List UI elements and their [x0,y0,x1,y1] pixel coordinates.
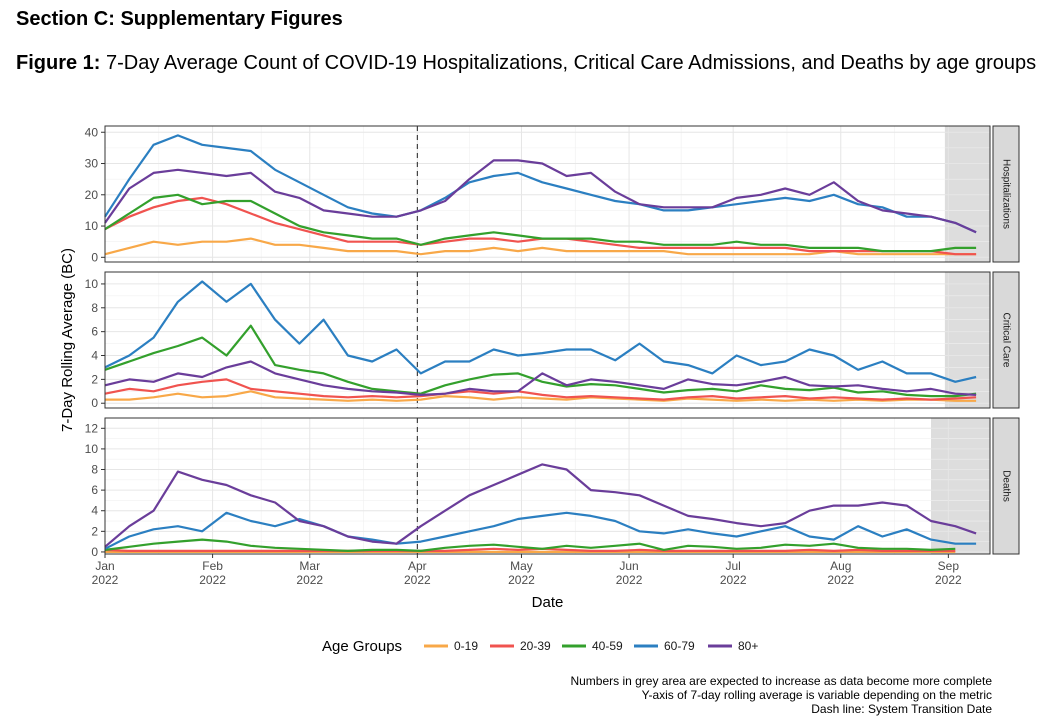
x-tick-label-month: Feb [202,559,223,573]
y-tick-label-deaths: 2 [91,524,98,538]
x-tick-label-month: Mar [299,559,320,573]
y-tick-label-hospitalizations: 20 [85,188,99,202]
legend-label-20-39: 20-39 [520,639,551,653]
x-tick-label-year: 2022 [404,573,431,587]
footnote-y-axis: Y-axis of 7-day rolling average is varia… [641,688,992,702]
x-tick-label-year: 2022 [199,573,226,587]
facet-strip-critical-care [992,271,1020,409]
x-tick-label-month: Sep [938,559,960,573]
facet-label-critical-care: Critical Care [1000,312,1011,367]
y-tick-label-critical-care: 4 [91,349,98,363]
x-tick-label-year: 2022 [827,573,854,587]
x-tick-label-year: 2022 [508,573,535,587]
facet-label-deaths: Deaths [1000,470,1011,502]
chart: 010203040Hospitalizations0246810Critical… [59,125,1020,655]
y-tick-label-hospitalizations: 0 [91,250,98,264]
y-tick-label-critical-care: 8 [91,301,98,315]
x-tick-label-month: May [510,559,533,573]
y-tick-label-critical-care: 6 [91,325,98,339]
y-tick-label-critical-care: 0 [91,396,98,410]
section-title: Section C: Supplementary Figures [16,8,343,30]
x-tick-label-year: 2022 [296,573,323,587]
legend-label-80plus: 80+ [738,639,758,653]
panel-border-hospitalizations [104,125,991,263]
y-tick-label-hospitalizations: 40 [85,125,99,139]
legend-label-0-19: 0-19 [454,639,478,653]
legend-label-60-79: 60-79 [664,639,695,653]
x-axis-title: Date [532,594,564,611]
series-line-hospitalizations-40-59 [104,193,977,253]
footnote-grey-area: Numbers in grey area are expected to inc… [570,674,992,688]
y-axis-title: 7-Day Rolling Average (BC) [59,248,76,432]
figure-caption: Figure 1: 7-Day Average Count of COVID-1… [16,50,1046,76]
x-tick-label-year: 2022 [720,573,747,587]
figure-label: Figure 1: [16,52,101,74]
panel-border-critical-care [104,271,991,409]
y-tick-label-deaths: 6 [91,483,98,497]
y-tick-label-critical-care: 10 [85,277,99,291]
series-line-deaths-40-59 [104,538,956,552]
series-line-critical-care-80plus [104,360,977,396]
series-line-deaths-60-79 [104,511,977,550]
facet-strip-hospitalizations [992,125,1020,263]
y-tick-label-deaths: 0 [91,545,98,559]
series-line-critical-care-20-39 [104,378,977,401]
legend-label-40-59: 40-59 [592,639,623,653]
panel-border-deaths [104,417,991,555]
x-tick-label-month: Jun [619,559,638,573]
series-line-critical-care-60-79 [104,280,977,383]
series-line-hospitalizations-60-79 [104,134,977,234]
x-tick-label-month: Apr [408,559,427,573]
figure-caption-text: 7-Day Average Count of COVID-19 Hospital… [106,52,1037,74]
x-tick-label-month: Aug [830,559,851,573]
y-tick-label-hospitalizations: 30 [85,157,99,171]
x-tick-label-year: 2022 [92,573,119,587]
y-tick-label-deaths: 10 [85,442,99,456]
series-line-deaths-20-39 [104,547,956,552]
footnotes: Numbers in grey area are expected to inc… [570,674,992,716]
facet-strip-deaths [992,417,1020,555]
x-tick-label-year: 2022 [616,573,643,587]
legend-title: Age Groups [322,638,402,655]
footnote-dash-line: Dash line: System Transition Date [811,702,992,716]
incomplete-data-area-hospitalizations [944,126,990,262]
series-line-critical-care-0-19 [105,390,977,402]
y-tick-label-deaths: 4 [91,504,98,518]
y-tick-label-deaths: 8 [91,463,98,477]
series-line-hospitalizations-80plus [104,159,977,234]
x-tick-label-month: Jan [95,559,114,573]
y-tick-label-critical-care: 2 [91,372,98,386]
series-line-critical-care-40-59 [104,324,977,398]
series-line-deaths-80plus [104,463,977,548]
y-tick-label-hospitalizations: 10 [85,219,99,233]
incomplete-data-area-critical-care [944,272,990,408]
facet-label-hospitalizations: Hospitalizations [1000,159,1011,229]
x-tick-label-month: Jul [726,559,741,573]
x-tick-label-year: 2022 [935,573,962,587]
y-tick-label-deaths: 12 [85,421,99,435]
